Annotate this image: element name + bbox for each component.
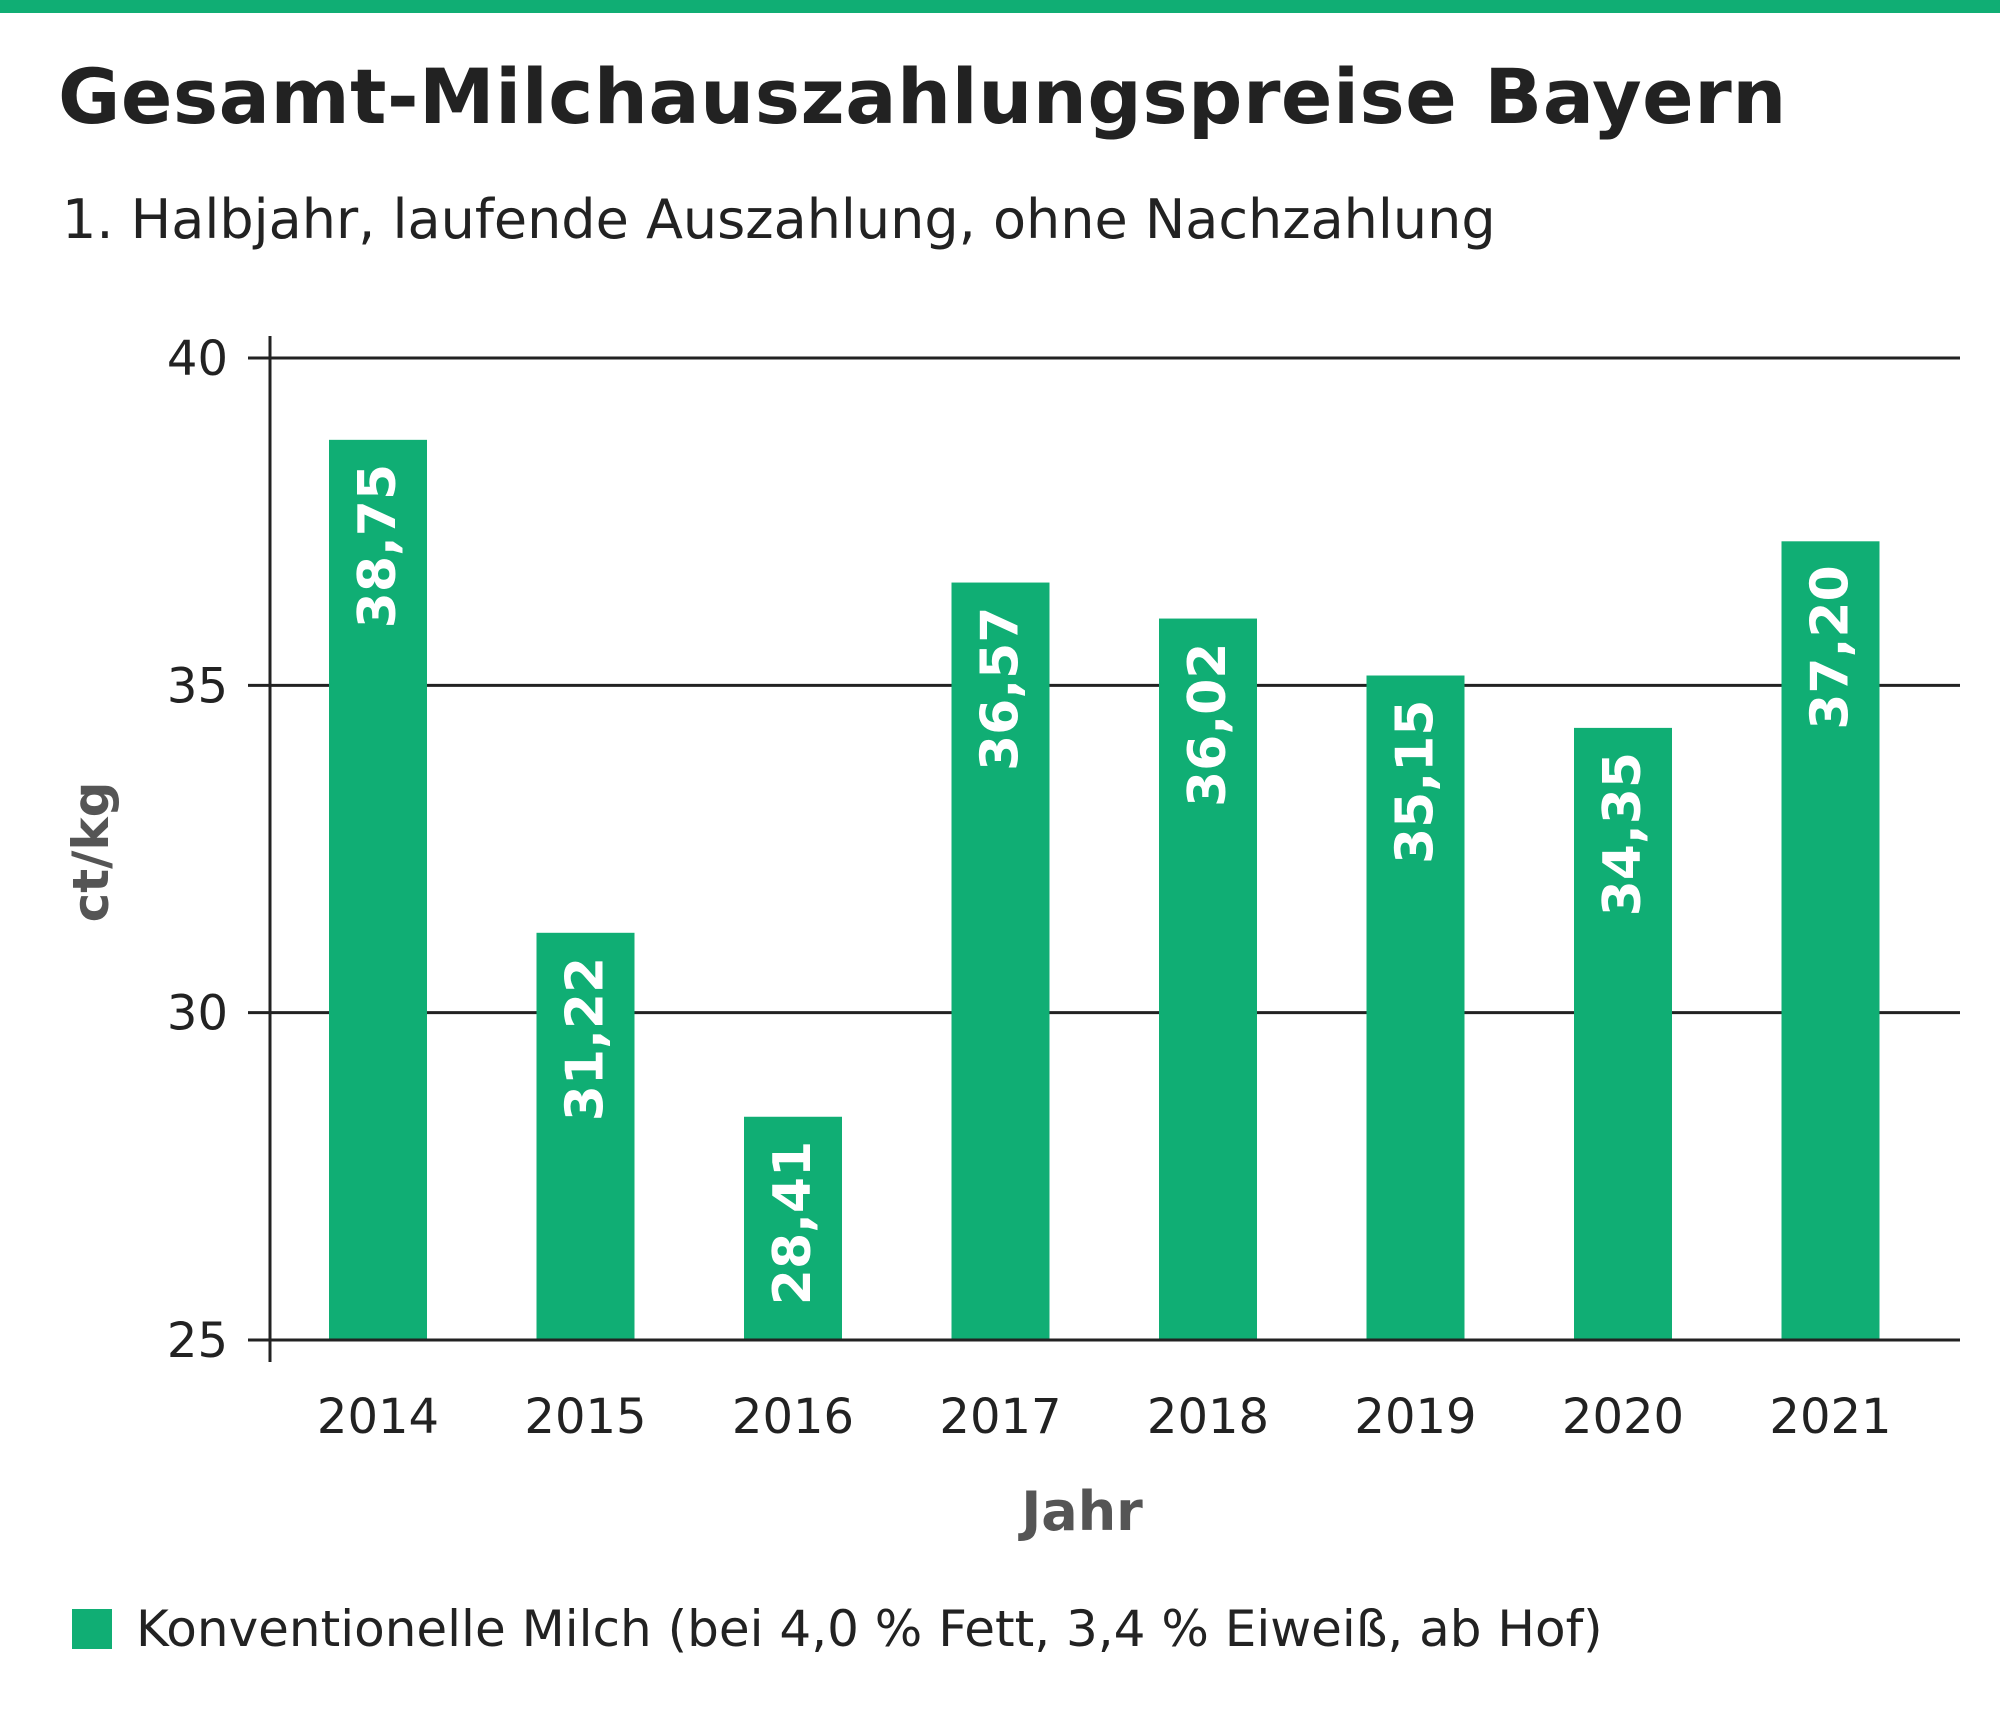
chart-title: Gesamt-Milchauszahlungspreise Bayern (58, 52, 1787, 141)
chart-subtitle: 1. Halbjahr, laufende Auszahlung, ohne N… (62, 188, 1496, 251)
accent-top-bar (0, 0, 2000, 13)
bar (1781, 541, 1880, 1340)
bar-value-label: 35,15 (1386, 700, 1446, 864)
x-tick-label: 2018 (1147, 1389, 1269, 1445)
tick-labels: 25 30 35 40 2014 2015 2016 2017 2018 2019 2020 2021 (167, 331, 1892, 1445)
y-tick-label: 35 (167, 658, 228, 714)
bar (1574, 727, 1672, 1340)
x-tick-label: 2015 (524, 1389, 646, 1445)
legend: Konventionelle Milch (bei 4,0 % Fett, 3,… (72, 1600, 1603, 1658)
y-tick-label: 30 (167, 986, 228, 1042)
bar-value-label: 31,22 (556, 957, 616, 1121)
x-tick-label: 2014 (317, 1389, 439, 1445)
bars (329, 439, 1880, 1340)
gridlines (270, 356, 1960, 1015)
x-tick-label: 2019 (1354, 1389, 1476, 1445)
legend-swatch (72, 1609, 112, 1649)
y-tick-label: 40 (167, 331, 228, 387)
x-axis-label: Jahr (1017, 1480, 1143, 1543)
bar (951, 582, 1050, 1340)
legend-label: Konventionelle Milch (bei 4,0 % Fett, 3,… (136, 1600, 1603, 1658)
x-tick-label: 2017 (939, 1389, 1061, 1445)
bar (1159, 618, 1257, 1340)
bar (744, 1116, 842, 1340)
axes (248, 336, 1960, 1362)
x-tick-label: 2021 (1769, 1389, 1891, 1445)
bar (329, 439, 427, 1340)
bar-value-label: 36,02 (1178, 643, 1238, 807)
y-axis-label: ct/kg (62, 782, 120, 923)
y-tick-label: 25 (167, 1313, 228, 1369)
bar-value-label: 28,41 (763, 1141, 823, 1305)
bar (536, 932, 635, 1340)
bar (1366, 675, 1465, 1340)
x-tick-label: 2020 (1562, 1389, 1684, 1445)
bar-value-label: 38,75 (348, 464, 408, 628)
data-labels: 38,75 31,22 28,41 36,57 36,02 35,15 34,35 37,20 (348, 464, 1861, 1305)
bar-value-label: 36,57 (971, 607, 1031, 771)
bar-value-label: 37,20 (1801, 565, 1861, 729)
bar-value-label: 34,35 (1593, 752, 1653, 916)
x-tick-label: 2016 (732, 1389, 854, 1445)
